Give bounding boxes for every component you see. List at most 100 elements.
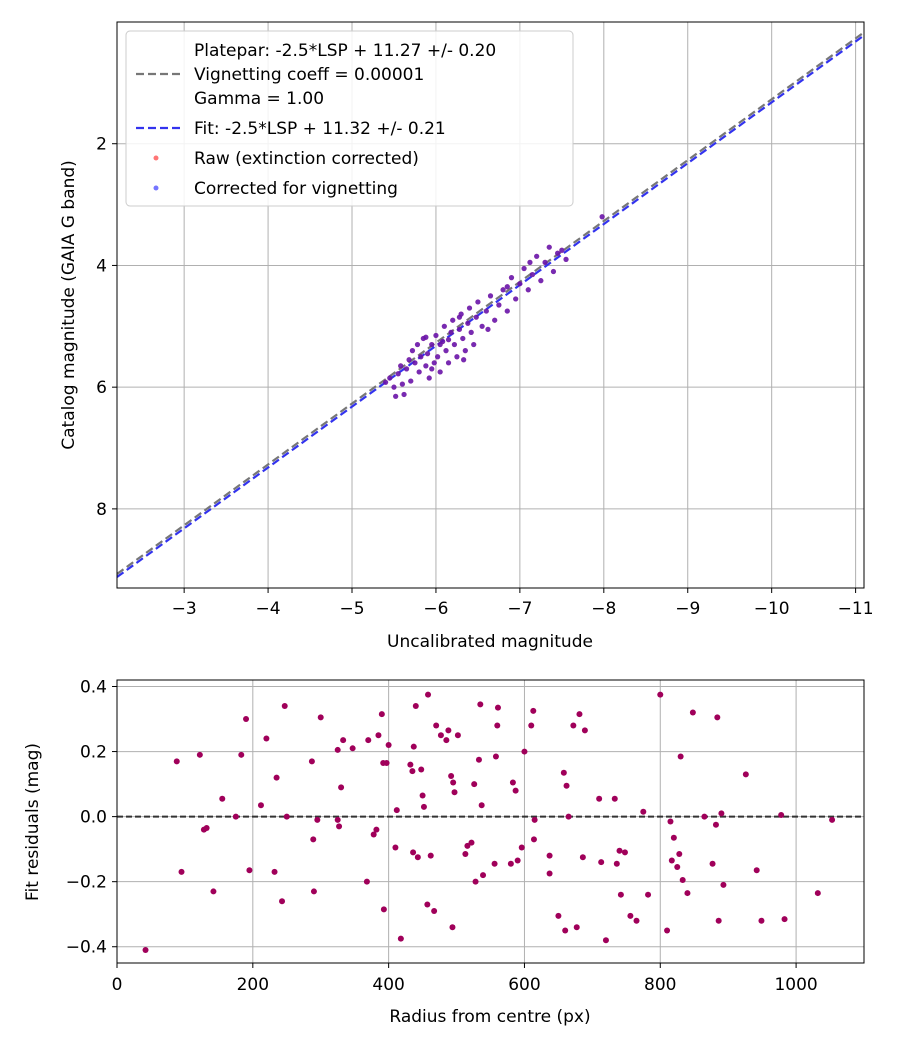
residual-data-point [668,857,675,864]
residual-data-point [334,816,341,823]
residual-data-point [462,851,469,858]
corrected-data-point [462,348,468,354]
residual-data-point [530,707,537,714]
residual-data-point [365,737,372,744]
residual-data-point [449,924,456,931]
residual-data-point [494,704,501,711]
corrected-data-point [460,335,466,342]
residual-data-point [742,771,749,778]
residual-data-point [383,759,390,766]
residual-data-point [375,732,382,739]
residual-data-point [257,802,264,809]
corrected-data-point [504,284,510,290]
residual-data-point [598,859,605,866]
corrected-data-point [500,287,506,293]
bottom-y-tick-label: 0.0 [80,808,107,828]
corrected-data-point [546,244,552,250]
corrected-data-point [508,275,515,281]
corrected-data-point [563,256,569,262]
corrected-data-point [412,360,418,366]
residual-data-point [409,768,416,775]
corrected-data-point [437,341,443,348]
corrected-data-point [483,308,489,314]
residual-data-point [684,890,691,897]
residual-data-point [714,714,721,721]
residual-data-point [425,691,432,698]
corrected-data-point [599,214,605,220]
residual-data-point [781,916,788,923]
bottom-grid [116,680,864,963]
residual-data-point [573,924,580,931]
residual-data-point [475,756,482,763]
residual-data-point [664,927,671,934]
residual-data-point [829,816,836,823]
residual-data-point [546,852,553,859]
residual-data-point [334,746,341,753]
top-x-tick-label: −7 [507,599,532,619]
corrected-data-point [465,320,471,326]
legend-corrected-label: Corrected for vignetting [194,179,398,199]
residual-data-point [243,716,250,723]
residual-data-point [338,784,345,791]
corrected-data-point [416,369,422,375]
residual-data-point [472,878,479,885]
corrected-data-point [473,314,479,320]
corrected-data-point [504,308,510,314]
top-y-tick-label: 6 [96,378,107,398]
bottom-y-axis-ticks: −0.4 −0.2 0.0 0.2 0.4 [66,678,117,958]
bottom-series [117,691,864,953]
top-y-tick-label: 8 [96,500,107,520]
residual-data-point [310,888,317,895]
corrected-data-point [418,354,424,360]
residual-data-point [563,782,570,789]
top-x-tick-label: −9 [675,599,700,619]
corrected-data-point [496,302,502,308]
residual-data-point [310,836,317,843]
corrected-data-point [443,348,449,354]
residual-data-point [232,813,239,820]
corrected-data-point [513,296,519,302]
residual-data-point [173,758,180,765]
residual-data-point [518,844,525,851]
residual-data-point [246,867,253,874]
residual-data-point [478,802,485,809]
residual-data-point [448,772,455,779]
residual-data-point [579,854,586,861]
corrected-data-point [429,341,435,348]
residual-data-point [196,751,203,758]
residual-data-point [633,917,640,924]
residual-data-point [670,834,677,841]
residual-data-point [512,787,519,794]
residual-data-point [279,898,286,905]
corrected-data-point [445,360,452,366]
fit-line [117,34,864,578]
corrected-data-point [391,384,397,390]
residual-data-point [667,818,674,825]
corrected-data-point [423,334,429,340]
corrected-data-point [448,329,454,335]
bottom-x-tick-label: 800 [644,975,676,995]
corrected-data-point [382,379,389,385]
corrected-data-point [406,357,412,363]
corrected-data-point [461,357,467,363]
residual-data-point [715,917,722,924]
residual-data-point [676,851,683,858]
corrected-data-point [466,305,473,311]
residual-data-point [410,743,417,750]
top-x-tick-label: −10 [754,599,790,619]
residual-data-point [555,912,562,919]
bottom-y-tick-label: 0.2 [80,743,107,763]
bottom-x-axis-label: Radius from centre (px) [389,1007,590,1027]
bottom-x-tick-label: 1000 [774,975,817,995]
residual-data-point [546,870,553,877]
residual-data-point [480,872,487,879]
residual-data-point [521,748,528,755]
residual-data-point [492,753,499,760]
corrected-data-point [423,363,429,369]
residual-data-point [674,864,681,871]
residual-data-point [419,792,426,799]
corrected-data-point [408,378,414,384]
residual-data-point [373,826,380,833]
residual-data-point [468,839,475,846]
corrected-data-point [456,326,463,332]
